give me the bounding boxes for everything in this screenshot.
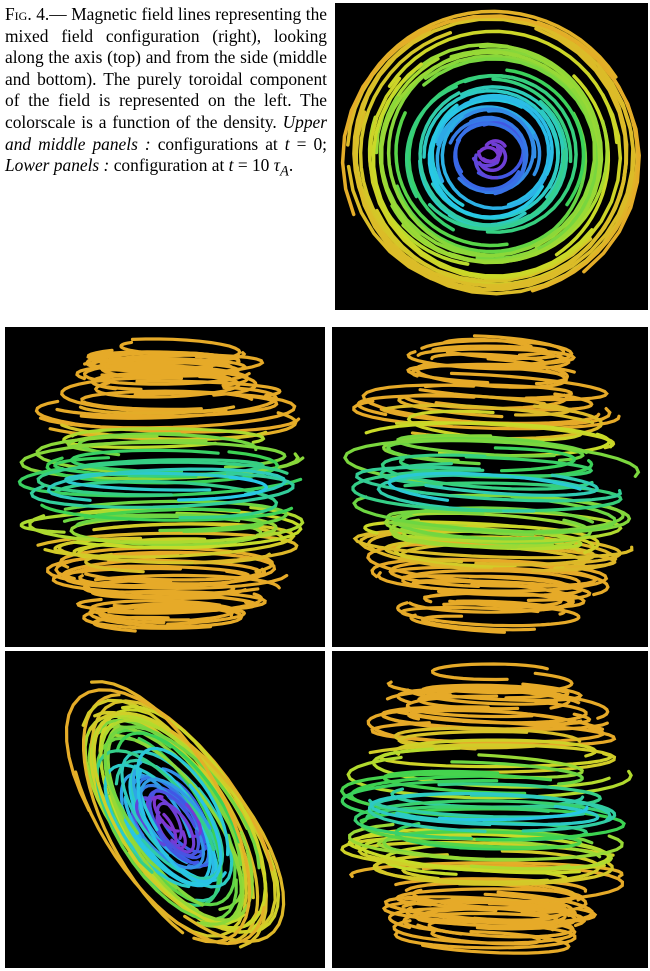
- mixed-evolved-panel: [332, 651, 648, 968]
- caption-emphasis: Lower panels :: [5, 155, 109, 175]
- caption-text: = 0;: [290, 134, 327, 154]
- caption-label: Fig. 4.—: [5, 4, 67, 24]
- toroidal-side-panel: [5, 327, 325, 647]
- toroidal-evolved-panel: [5, 651, 325, 968]
- caption-text: .: [289, 155, 293, 175]
- mixed-side-panel: [332, 327, 648, 647]
- caption-text: = 10: [233, 155, 273, 175]
- field-line: [433, 664, 548, 680]
- caption-subscript: A: [280, 164, 289, 180]
- figure-caption: Fig. 4.— Magnetic field lines representi…: [5, 4, 327, 183]
- page: Fig. 4.— Magnetic field lines representi…: [0, 0, 650, 971]
- caption-text: configurations at: [151, 134, 285, 154]
- top-view-panel: [335, 3, 648, 310]
- caption-text: configuration at: [109, 155, 228, 175]
